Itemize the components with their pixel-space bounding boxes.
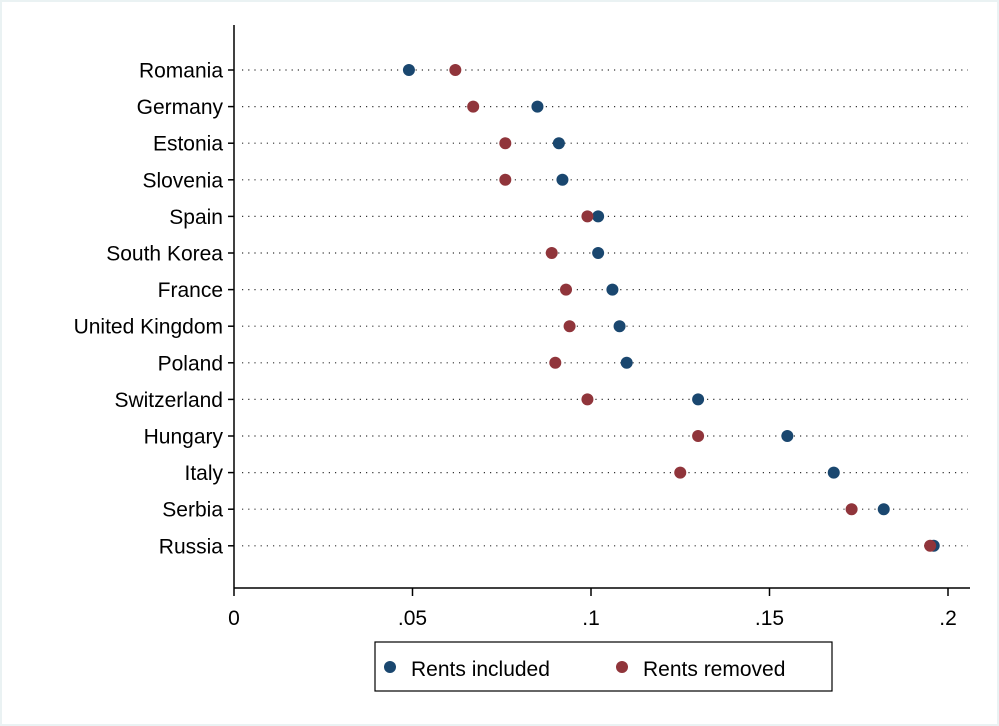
point-rents-removed [499, 173, 512, 186]
point-rents-included [531, 100, 544, 113]
point-rents-included [613, 320, 626, 333]
category-label: South Korea [106, 243, 223, 266]
category-label: Serbia [162, 499, 223, 522]
point-rents-removed [549, 356, 562, 369]
category-labels: Romania Germany Estonia Slovenia Spain South … [74, 60, 234, 558]
legend-marker [384, 661, 396, 673]
point-rents-included [592, 210, 605, 223]
legend: Rents included Rents removed [374, 641, 833, 692]
point-rents-included [552, 137, 565, 150]
category-label: Hungary [144, 426, 224, 449]
legend-label: Rents included [411, 658, 550, 681]
point-rents-removed [467, 100, 480, 113]
point-rents-removed [560, 283, 573, 296]
category-label: Italy [184, 462, 223, 485]
point-rents-included [781, 430, 794, 442]
point-rents-removed [674, 466, 687, 479]
point-rents-included [877, 503, 890, 516]
category-label: Russia [159, 535, 224, 558]
point-rents-included [692, 393, 705, 406]
category-label: Estonia [153, 133, 223, 156]
point-rents-included [606, 283, 619, 296]
point-rents-removed [581, 210, 594, 223]
data-points [402, 64, 940, 552]
point-rents-included [620, 356, 633, 369]
x-tick-label: .1 [582, 607, 600, 630]
category-label: Poland [158, 352, 223, 375]
legend-marker [616, 661, 628, 673]
point-rents-included [556, 173, 569, 186]
point-rents-removed [563, 320, 576, 333]
category-label: Slovenia [142, 169, 223, 192]
point-rents-removed [924, 539, 937, 552]
point-rents-removed [692, 430, 705, 442]
point-rents-included [402, 64, 415, 76]
legend-items: Rents included Rents removed [384, 658, 785, 681]
axes [233, 25, 970, 589]
category-label: United Kingdom [74, 316, 223, 339]
category-label: Germany [137, 96, 224, 119]
point-rents-removed [845, 503, 858, 516]
x-tick-label: .2 [939, 607, 957, 630]
x-tick-label: 0 [228, 607, 240, 630]
point-rents-removed [581, 393, 594, 406]
point-rents-removed [499, 137, 512, 150]
category-label: France [158, 279, 223, 302]
legend-label: Rents removed [643, 658, 785, 681]
point-rents-included [827, 466, 840, 479]
point-rents-included [592, 247, 605, 259]
x-tick-label: .05 [398, 607, 427, 630]
point-rents-removed [545, 247, 558, 259]
point-rents-removed [449, 64, 462, 76]
category-label: Switzerland [114, 389, 223, 412]
category-label: Spain [169, 206, 223, 229]
x-ticks: 0 .05 .1 .15 .2 [228, 588, 957, 630]
category-label: Romania [139, 60, 223, 83]
x-tick-label: .15 [755, 607, 784, 630]
legend-box [374, 641, 833, 692]
